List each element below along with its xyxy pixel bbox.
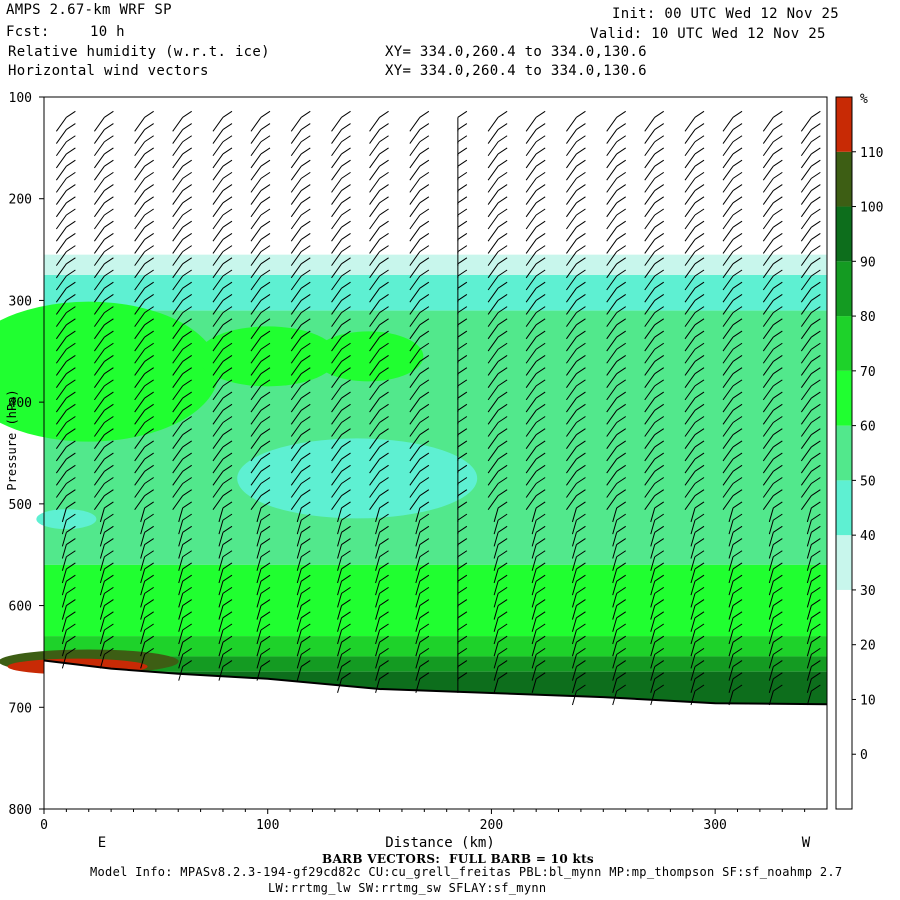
terrain-line — [43, 659, 828, 706]
colorbar-label: 80 — [860, 310, 876, 325]
y-tick-label: 400 — [9, 396, 32, 411]
field-relative-humidity: Relative humidity (w.r.t. ice) — [8, 44, 270, 60]
barb-column — [331, 110, 351, 693]
wind-barbs — [55, 110, 821, 706]
barb-column — [369, 110, 389, 693]
x-tick-label: 100 — [256, 818, 279, 833]
colorbar-label: 60 — [860, 420, 876, 435]
rh-patch — [36, 509, 97, 530]
rh-patch — [197, 326, 338, 387]
rh-patch — [237, 438, 478, 519]
colorbar-label: 110 — [860, 146, 883, 161]
colorbar-label: 0 — [860, 748, 868, 763]
rh-band — [44, 275, 827, 311]
x-axis-label: Distance (km) — [385, 835, 495, 851]
rh-band — [44, 656, 827, 672]
y-tick-label: 300 — [9, 294, 32, 309]
colorbar-bin — [836, 480, 852, 536]
barb-vector-note: BARB VECTORS: FULL BARB = 10 kts — [322, 852, 594, 866]
colorbar: 0 10 20 30 40 50 60 70 80 90 100 110% — [835, 92, 883, 810]
colorbar-bin — [836, 699, 852, 755]
model-info-line2: LW:rrtmg_lw SW:rrtmg_sw SFLAY:sf_mynn — [268, 881, 547, 895]
colorbar-bin — [836, 97, 852, 152]
colorbar-label: 30 — [860, 584, 876, 599]
terrain — [43, 659, 828, 809]
xy-line-2: XY= 334.0,260.4 to 334.0,130.6 — [385, 63, 647, 79]
y-tick-label: 800 — [9, 803, 32, 818]
barb-column — [487, 110, 508, 693]
colorbar-unit: % — [860, 92, 868, 107]
colorbar-label: 40 — [860, 529, 876, 544]
colorbar-bin — [836, 589, 852, 645]
rh-band — [44, 97, 827, 255]
rh-patch — [0, 301, 219, 442]
x-tick-label: 0 — [40, 818, 48, 833]
rh-band — [44, 564, 827, 637]
y-tick-label: 200 — [9, 193, 32, 208]
rh-band — [44, 636, 827, 657]
barb-column — [55, 110, 76, 669]
barb-column — [172, 110, 192, 681]
colorbar-bin — [836, 151, 852, 207]
barb-column — [525, 110, 546, 693]
rh-band — [44, 254, 827, 275]
y-tick-label: 100 — [9, 91, 32, 106]
y-tick-label: 600 — [9, 600, 32, 615]
colorbar-bin — [836, 316, 852, 371]
rh-patch — [313, 331, 424, 382]
y-tick-label: 500 — [9, 498, 32, 513]
colorbar-bin — [836, 206, 852, 262]
colorbar-label: 90 — [860, 255, 876, 270]
colorbar-bin — [836, 425, 852, 481]
colorbar-label: 70 — [860, 365, 876, 380]
forecast-value: 10 h — [90, 24, 125, 40]
barb-column — [134, 110, 154, 669]
barb-column — [290, 110, 311, 681]
barb-column — [212, 110, 233, 681]
colorbar-bin — [836, 261, 852, 317]
barb-column — [93, 110, 114, 669]
colorbar-label: 50 — [860, 474, 876, 489]
colorbar-bin — [836, 754, 852, 809]
colorbar-bin — [836, 644, 852, 700]
x-axis-east-label: E — [98, 835, 106, 851]
terrain-fill — [44, 660, 827, 809]
barb-column — [722, 110, 743, 706]
barb-column — [644, 110, 665, 706]
colorbar-bin — [836, 535, 852, 590]
x-axis-west-label: W — [802, 835, 811, 851]
rh-contour-fills — [0, 97, 827, 708]
y-axis-label: Pressure (hPa) — [5, 389, 19, 490]
barb-column — [250, 110, 271, 681]
init-time: Init: 00 UTC Wed 12 Nov 25 — [612, 6, 839, 22]
barb-column — [762, 110, 783, 706]
valid-time: Valid: 10 UTC Wed 12 Nov 25 — [590, 26, 826, 42]
colorbar-bin — [836, 370, 852, 426]
x-tick-label: 200 — [480, 818, 503, 833]
barb-column — [606, 110, 626, 706]
colorbar-label: 20 — [860, 639, 876, 654]
barb-column — [800, 110, 821, 706]
barb-column — [566, 110, 586, 706]
x-tick-label: 300 — [703, 818, 726, 833]
field-wind-vectors: Horizontal wind vectors — [8, 63, 209, 79]
chart-title: AMPS 2.67-km WRF SP — [6, 2, 172, 18]
plot-frame — [43, 96, 828, 810]
axes: 100 200 300 400 500 600 700 800 0 100 200 300 — [9, 91, 806, 833]
xy-line-1: XY= 334.0,260.4 to 334.0,130.6 — [385, 44, 647, 60]
barb-column — [409, 110, 430, 693]
model-info: Model Info: MPASv8.2.3-194-gf29cd82c CU:… — [90, 865, 843, 879]
colorbar-label: 100 — [860, 201, 883, 216]
forecast-label: Fcst: — [6, 24, 50, 40]
barb-column — [684, 110, 705, 706]
barb-column — [457, 110, 468, 693]
colorbar-label: 10 — [860, 693, 876, 708]
y-tick-label: 700 — [9, 701, 32, 716]
